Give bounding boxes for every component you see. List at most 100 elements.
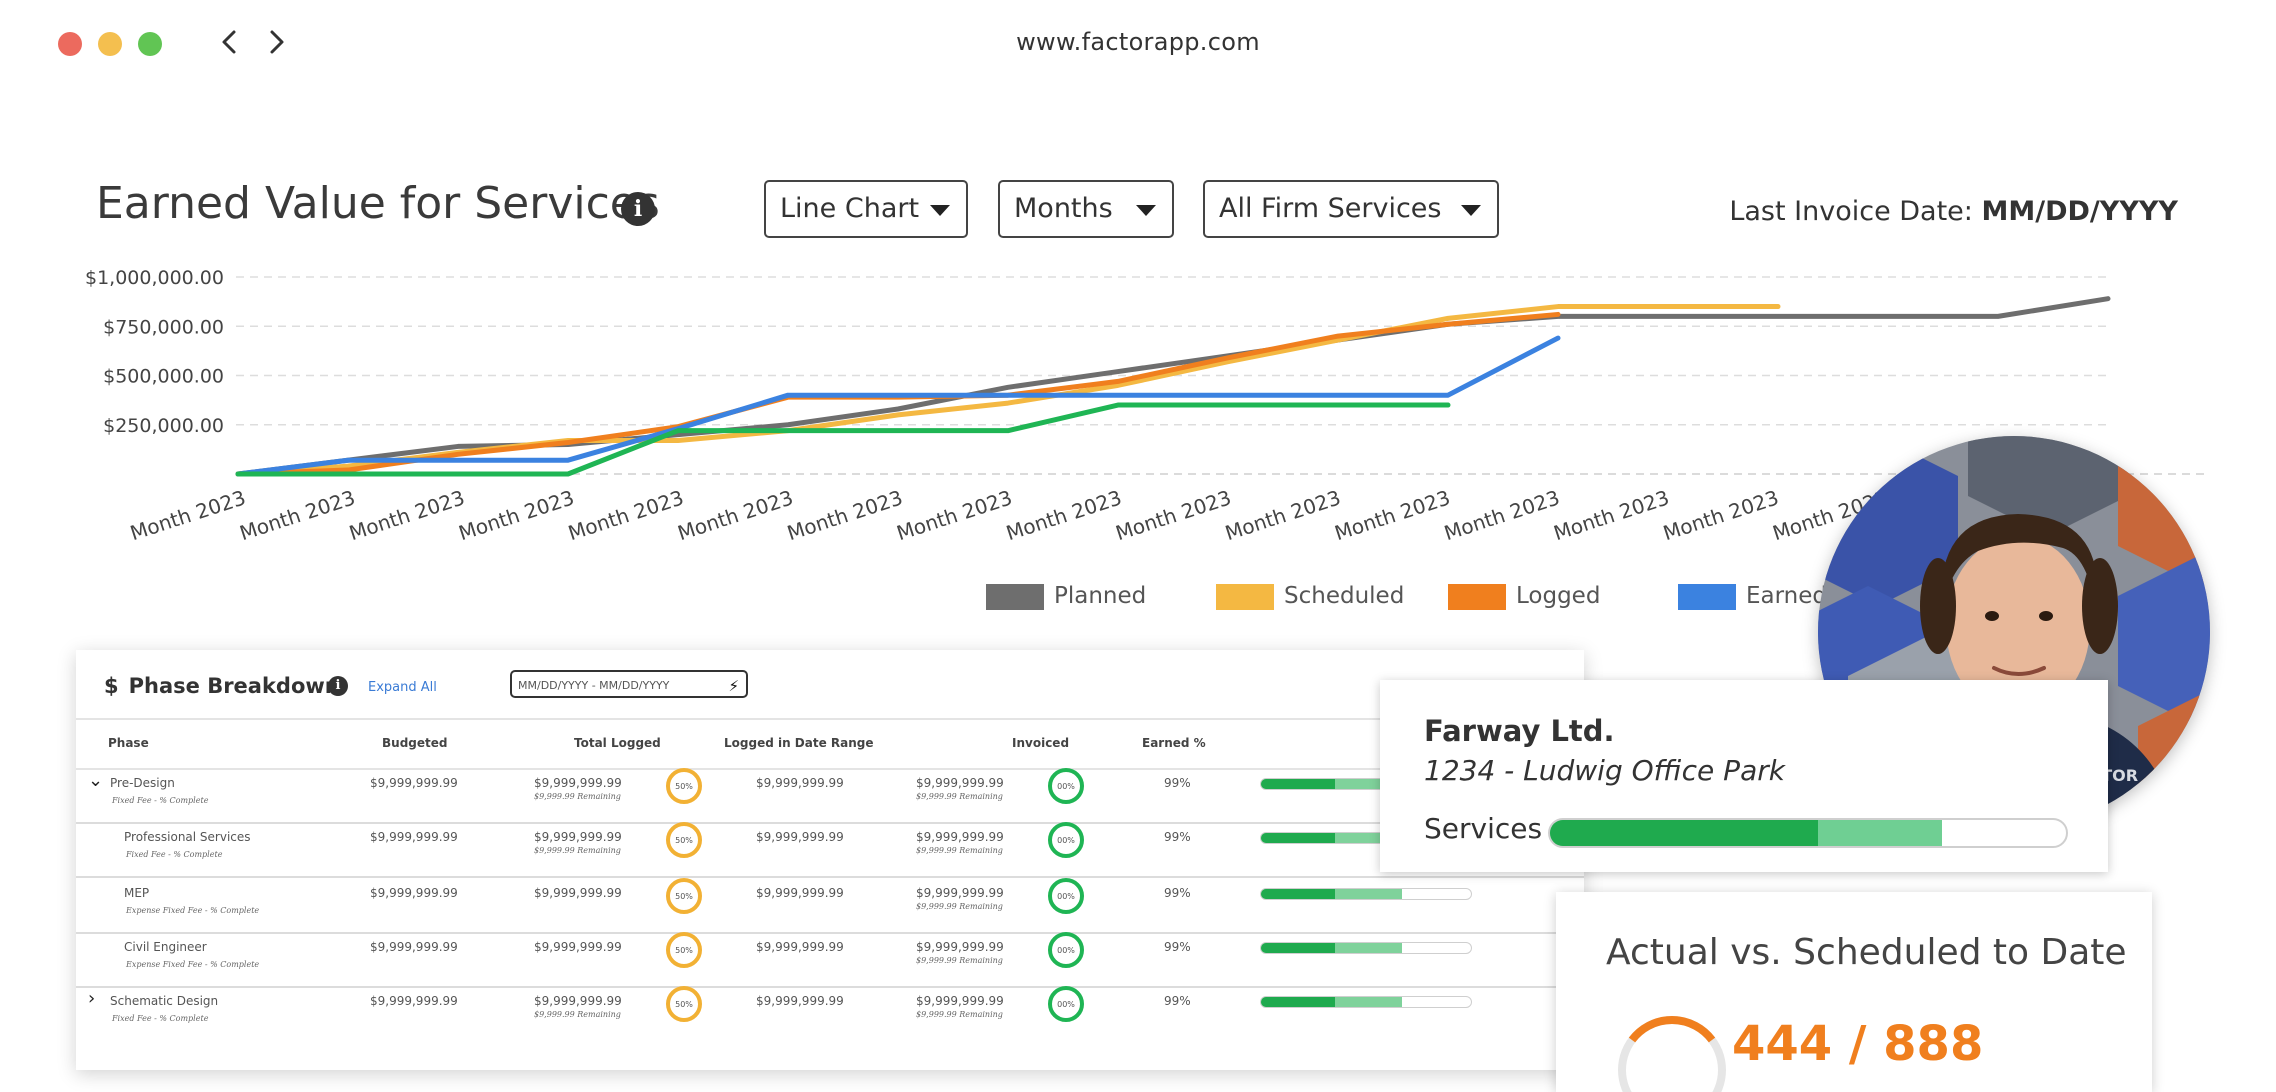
y-tick-label: $750,000.00 <box>103 316 224 338</box>
client-name: Farway Ltd. <box>1424 714 1615 748</box>
divider <box>76 768 1584 770</box>
phase-billing-type: Fixed Fee - % Complete <box>112 796 209 805</box>
back-arrow-icon[interactable] <box>212 24 248 60</box>
phase-billing-type: Expense Fixed Fee - % Complete <box>126 906 260 915</box>
window-close-button[interactable] <box>58 32 82 56</box>
actual-vs-scheduled-title: Actual vs. Scheduled to Date <box>1606 932 2127 973</box>
x-tick-label: Month 2023 <box>1551 485 1672 545</box>
column-header-earned-percent: Earned % <box>1142 736 1206 750</box>
x-tick-label: Month 2023 <box>127 485 248 545</box>
earned-percent-value: 99% <box>1164 776 1191 790</box>
address-bar-url[interactable]: www.factorapp.com <box>1016 28 1260 56</box>
invoiced-value: $9,999,999.99 <box>916 886 1004 900</box>
phase-name[interactable]: MEP <box>124 886 150 900</box>
client-card[interactable]: Farway Ltd. 1234 - Ludwig Office Park Se… <box>1380 680 2108 872</box>
total-logged-value: $9,999,999.99 <box>534 886 622 900</box>
invoiced-percent-ring: 00% <box>1048 822 1084 858</box>
logged-in-range-value: $9,999,999.99 <box>756 940 844 954</box>
info-icon[interactable]: i <box>328 676 348 696</box>
caret-down-icon <box>930 205 950 216</box>
earned-percent-value: 99% <box>1164 940 1191 954</box>
earned-progress-bar <box>1260 942 1472 954</box>
total-logged-value: $9,999,999.99 <box>534 776 622 790</box>
divider <box>76 876 1584 878</box>
legend-label: Planned <box>1054 583 1147 609</box>
total-logged-value: $9,999,999.99 <box>534 994 622 1008</box>
legend-label: Earned <box>1746 583 1828 609</box>
last-invoice-value: MM/DD/YYYY <box>1981 196 2179 227</box>
invoiced-value: $9,999,999.99 <box>916 830 1004 844</box>
phase-name[interactable]: Pre-Design <box>110 776 175 790</box>
actual-vs-scheduled-value: 444 / 888 <box>1732 1016 1984 1072</box>
budgeted-value: $9,999,999.99 <box>370 994 458 1008</box>
column-header-logged-in-range: Logged in Date Range <box>724 736 874 750</box>
legend-logged[interactable]: Logged <box>1448 582 1600 610</box>
services-label: Services <box>1424 812 1543 845</box>
legend-label: Scheduled <box>1284 583 1405 609</box>
phase-name[interactable]: Schematic Design <box>110 994 219 1008</box>
divider <box>76 718 1584 720</box>
invoiced-percent-ring: 00% <box>1048 878 1084 914</box>
legend-swatch <box>986 583 1044 610</box>
forward-arrow-icon[interactable] <box>258 24 294 60</box>
total-logged-value: $9,999,999.99 <box>534 940 622 954</box>
x-tick-label: Month 2023 <box>675 485 796 545</box>
x-tick-label: Month 2023 <box>237 485 358 545</box>
x-tick-label: Month 2023 <box>894 485 1015 545</box>
expand-toggle-icon[interactable]: ⌄ <box>88 770 104 791</box>
earned-percent-value: 99% <box>1164 886 1191 900</box>
window-minimize-button[interactable] <box>98 32 122 56</box>
logged-in-range-value: $9,999,999.99 <box>756 994 844 1008</box>
budgeted-value: $9,999,999.99 <box>370 940 458 954</box>
budgeted-value: $9,999,999.99 <box>370 776 458 790</box>
y-tick-label: $1,000,000.00 <box>85 267 224 289</box>
lightning-icon[interactable]: ⚡ <box>728 677 739 695</box>
phase-name[interactable]: Civil Engineer <box>124 940 207 954</box>
earned-progress-primary <box>1261 889 1335 899</box>
expand-toggle-icon[interactable]: › <box>88 988 96 1009</box>
divider <box>76 822 1584 824</box>
services-select[interactable]: All Firm Services <box>1203 180 1499 238</box>
logged-in-range-value: $9,999,999.99 <box>756 776 844 790</box>
services-progress-primary <box>1550 820 1819 846</box>
total-logged-remaining: $9,999.99 Remaining <box>534 1010 621 1019</box>
legend-planned[interactable]: Planned <box>986 582 1146 610</box>
legend-label: Logged <box>1516 583 1601 609</box>
actual-vs-scheduled-card: Actual vs. Scheduled to Date 444 / 888 <box>1556 892 2152 1092</box>
legend-scheduled[interactable]: Scheduled <box>1216 582 1404 610</box>
phase-name[interactable]: Professional Services <box>124 830 251 844</box>
phase-breakdown-title-text: Phase Breakdown <box>128 674 340 698</box>
window-zoom-button[interactable] <box>138 32 162 56</box>
series-line-earned <box>235 335 1561 477</box>
legend-swatch <box>1448 583 1506 610</box>
column-header-budgeted: Budgeted <box>382 736 448 750</box>
caret-down-icon <box>1461 205 1481 216</box>
x-tick-label: Month 2023 <box>565 485 686 545</box>
invoiced-remaining: $9,999.99 Remaining <box>916 1010 1003 1019</box>
y-tick-label: $500,000.00 <box>103 366 224 388</box>
series-line-scheduled <box>235 304 1781 477</box>
earned-progress-bar <box>1260 996 1472 1008</box>
services-select-value: All Firm Services <box>1219 193 1442 224</box>
date-range-input[interactable]: MM/DD/YYYY - MM/DD/YYYY ⚡ <box>510 670 748 698</box>
logged-in-range-value: $9,999,999.99 <box>756 886 844 900</box>
phase-billing-type: Fixed Fee - % Complete <box>112 1014 209 1023</box>
period-select[interactable]: Months <box>998 180 1174 238</box>
expand-all-link[interactable]: Expand All <box>368 680 437 695</box>
earned-progress-primary <box>1261 779 1335 789</box>
legend-swatch <box>1678 583 1736 610</box>
phase-billing-type: Expense Fixed Fee - % Complete <box>126 960 260 969</box>
last-invoice-date: Last Invoice Date: MM/DD/YYYY <box>1729 196 2178 227</box>
budgeted-value: $9,999,999.99 <box>370 886 458 900</box>
invoiced-value: $9,999,999.99 <box>916 776 1004 790</box>
invoiced-percent-ring: 00% <box>1048 932 1084 968</box>
info-icon[interactable]: i <box>621 192 655 226</box>
logged-percent-ring: 50% <box>666 878 702 914</box>
phase-breakdown-title: $ Phase Breakdown <box>104 674 340 698</box>
logged-percent-ring: 50% <box>666 822 702 858</box>
column-header-total-logged: Total Logged <box>574 736 661 750</box>
logged-percent-ring: 50% <box>666 932 702 968</box>
legend-earned[interactable]: Earned <box>1678 582 1827 610</box>
total-logged-remaining: $9,999.99 Remaining <box>534 846 621 855</box>
chart-type-select[interactable]: Line Chart <box>764 180 968 238</box>
